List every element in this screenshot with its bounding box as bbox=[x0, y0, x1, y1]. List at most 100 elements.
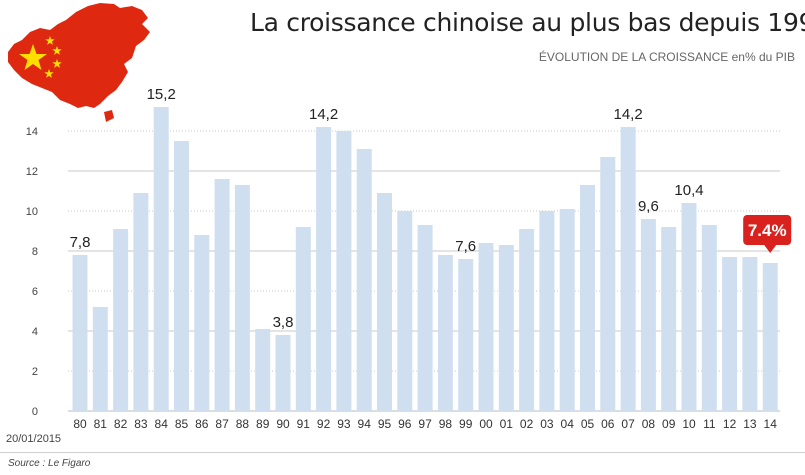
x-tick-label: 84 bbox=[155, 417, 169, 431]
bar-14 bbox=[762, 263, 778, 411]
bar-92 bbox=[316, 127, 332, 411]
data-label: 7,6 bbox=[455, 238, 476, 255]
chart-subtitle: ÉVOLUTION DE LA CROISSANCE en% du PIB bbox=[538, 50, 795, 64]
bar-86 bbox=[194, 235, 210, 411]
bar-96 bbox=[397, 211, 413, 411]
x-tick-label: 86 bbox=[195, 417, 209, 431]
chart-title: La croissance chinoise au plus bas depui… bbox=[250, 8, 805, 37]
bar-03 bbox=[539, 211, 555, 411]
bars bbox=[72, 107, 778, 411]
publication-date: 20/01/2015 bbox=[6, 433, 62, 445]
x-tick-label: 83 bbox=[134, 417, 148, 431]
x-tick-label: 12 bbox=[723, 417, 737, 431]
data-label: 3,8 bbox=[273, 314, 294, 331]
highlight-callout: 7.4% bbox=[743, 215, 792, 253]
data-label: 14,2 bbox=[613, 106, 642, 123]
source-credit: Source : Le Figaro bbox=[8, 458, 91, 469]
bar-93 bbox=[336, 131, 352, 411]
y-tick-label: 8 bbox=[32, 246, 38, 258]
bar-99 bbox=[458, 259, 474, 411]
bar-05 bbox=[580, 185, 595, 411]
x-tick-label: 99 bbox=[459, 417, 473, 431]
bar-04 bbox=[559, 209, 575, 411]
highlight-label: 7.4% bbox=[748, 221, 787, 240]
bar-08 bbox=[640, 219, 656, 411]
x-tick-label: 88 bbox=[236, 417, 250, 431]
bar-88 bbox=[234, 185, 250, 411]
highlight-pointer bbox=[764, 245, 777, 253]
china-flag-map-icon bbox=[8, 3, 150, 122]
x-tick-label: 00 bbox=[479, 417, 493, 431]
x-tick-label: 08 bbox=[642, 417, 656, 431]
x-tick-label: 04 bbox=[561, 417, 575, 431]
x-tick-label: 97 bbox=[418, 417, 432, 431]
bar-94 bbox=[356, 149, 372, 411]
bar-98 bbox=[437, 255, 453, 411]
bar-81 bbox=[92, 307, 108, 411]
bar-89 bbox=[255, 329, 271, 411]
x-tick-label: 05 bbox=[581, 417, 595, 431]
bar-90 bbox=[275, 335, 291, 411]
x-tick-label: 94 bbox=[358, 417, 372, 431]
bar-95 bbox=[377, 193, 392, 411]
x-tick-label: 91 bbox=[297, 417, 311, 431]
x-tick-label: 90 bbox=[276, 417, 290, 431]
x-tick-label: 96 bbox=[398, 417, 412, 431]
data-label: 15,2 bbox=[147, 86, 176, 103]
bar-84 bbox=[153, 107, 169, 411]
x-tick-label: 06 bbox=[601, 417, 615, 431]
bar-01 bbox=[498, 245, 514, 411]
bar-11 bbox=[701, 225, 717, 411]
bar-13 bbox=[742, 257, 758, 411]
x-tick-label: 92 bbox=[317, 417, 331, 431]
bar-91 bbox=[295, 227, 311, 411]
bar-07 bbox=[620, 127, 636, 411]
y-tick-label: 6 bbox=[32, 286, 38, 298]
x-tick-label: 13 bbox=[743, 417, 757, 431]
x-tick-label: 09 bbox=[662, 417, 676, 431]
x-tick-label: 87 bbox=[215, 417, 229, 431]
y-tick-label: 12 bbox=[26, 166, 38, 178]
x-tick-label: 07 bbox=[621, 417, 635, 431]
bar-80 bbox=[72, 255, 88, 411]
divider bbox=[0, 452, 805, 453]
highlight-badge bbox=[743, 215, 792, 245]
y-tick-label: 14 bbox=[26, 126, 38, 138]
y-tick-label: 4 bbox=[32, 326, 38, 338]
x-axis-ticks: 80 81 82 83 84 85 86 87 88 89 90 91 92 93 94 95 96 97 98 99… bbox=[73, 417, 777, 431]
data-label: 9,6 bbox=[638, 198, 659, 215]
y-axis-ticks: 0 2 4 6 8 10 12 14 bbox=[26, 126, 38, 418]
x-tick-label: 95 bbox=[378, 417, 392, 431]
bar-87 bbox=[214, 179, 230, 411]
x-tick-label: 93 bbox=[337, 417, 351, 431]
x-tick-label: 85 bbox=[175, 417, 189, 431]
x-tick-label: 81 bbox=[94, 417, 108, 431]
bar-12 bbox=[722, 257, 738, 411]
bar-85 bbox=[174, 141, 189, 411]
bar-09 bbox=[661, 227, 677, 411]
x-tick-label: 14 bbox=[764, 417, 778, 431]
y-tick-label: 0 bbox=[32, 406, 38, 418]
bar-82 bbox=[113, 229, 129, 411]
x-tick-label: 01 bbox=[500, 417, 514, 431]
x-tick-label: 03 bbox=[540, 417, 554, 431]
data-label: 10,4 bbox=[674, 182, 703, 199]
x-tick-label: 98 bbox=[439, 417, 453, 431]
x-tick-label: 11 bbox=[703, 417, 716, 431]
bar-06 bbox=[600, 157, 616, 411]
bar-02 bbox=[519, 229, 535, 411]
x-tick-label: 02 bbox=[520, 417, 534, 431]
x-tick-label: 10 bbox=[682, 417, 696, 431]
x-tick-label: 80 bbox=[73, 417, 87, 431]
y-tick-label: 2 bbox=[32, 366, 38, 378]
data-label: 7,8 bbox=[70, 234, 91, 251]
bar-00 bbox=[478, 243, 494, 411]
data-label: 14,2 bbox=[309, 106, 338, 123]
x-tick-label: 82 bbox=[114, 417, 128, 431]
bar-83 bbox=[133, 193, 149, 411]
bar-97 bbox=[417, 225, 433, 411]
x-tick-label: 89 bbox=[256, 417, 270, 431]
data-labels: 7,8 15,2 3,8 14,2 7,6 14,2 9,6 10,4 bbox=[70, 86, 704, 331]
